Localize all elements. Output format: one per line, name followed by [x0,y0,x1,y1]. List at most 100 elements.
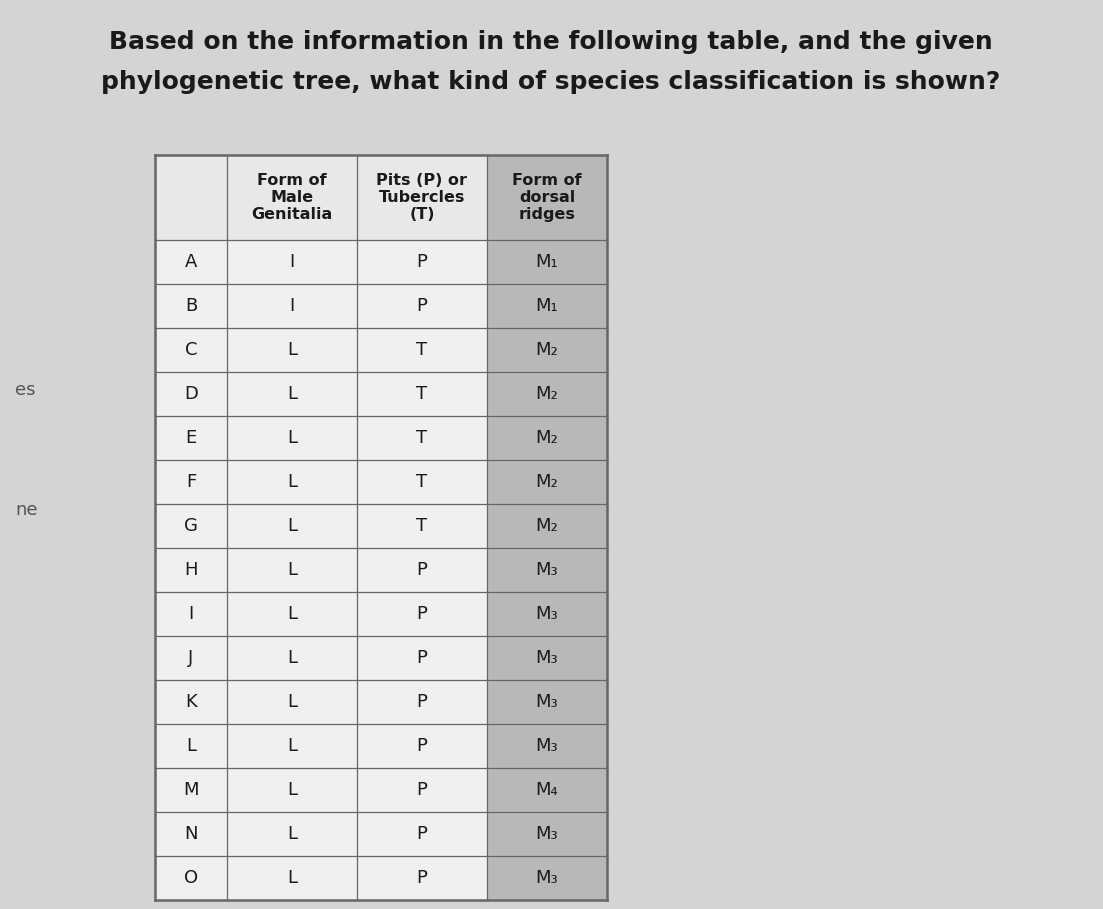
Bar [488,812,607,856]
Text: M₃: M₃ [536,605,558,623]
Text: ne: ne [15,501,38,519]
Bar [156,768,227,812]
Text: P: P [417,737,428,755]
Text: M₁: M₁ [536,297,558,315]
Bar [488,460,607,504]
Text: M₂: M₂ [536,385,558,403]
Text: P: P [417,693,428,711]
Text: P: P [417,297,428,315]
Text: L: L [287,561,297,579]
Bar [156,724,227,768]
Bar [227,724,357,768]
Bar [488,856,607,900]
Text: phylogenetic tree, what kind of species classification is shown?: phylogenetic tree, what kind of species … [101,70,1000,94]
Text: H: H [184,561,197,579]
Text: M₂: M₂ [536,429,558,447]
Text: C: C [184,341,197,359]
Text: L: L [287,385,297,403]
Bar [227,284,357,328]
Text: T: T [417,517,428,535]
Bar [227,768,357,812]
Bar [227,636,357,680]
Bar [357,768,488,812]
Text: L: L [287,825,297,843]
Bar [488,724,607,768]
Text: P: P [417,561,428,579]
Bar [156,504,227,548]
Bar [156,155,227,240]
Bar [488,416,607,460]
Bar [488,372,607,416]
Text: M₂: M₂ [536,473,558,491]
Bar [156,548,227,592]
Text: Based on the information in the following table, and the given: Based on the information in the followin… [109,30,993,54]
Text: T: T [417,341,428,359]
Bar [488,240,607,284]
Bar [357,240,488,284]
Text: K: K [185,693,196,711]
Bar [227,812,357,856]
Text: M₁: M₁ [536,253,558,271]
Text: T: T [417,385,428,403]
Text: L: L [287,517,297,535]
Bar [227,856,357,900]
Text: L: L [287,693,297,711]
Bar [357,372,488,416]
Bar [156,284,227,328]
Text: Form of
dorsal
ridges: Form of dorsal ridges [512,173,581,223]
Bar [156,328,227,372]
Text: T: T [417,429,428,447]
Text: M₃: M₃ [536,693,558,711]
Bar [488,592,607,636]
Text: M₃: M₃ [536,737,558,755]
Text: L: L [287,473,297,491]
Text: L: L [287,737,297,755]
Text: L: L [287,649,297,667]
Text: L: L [186,737,196,755]
Bar [357,328,488,372]
Bar [156,856,227,900]
Bar [227,680,357,724]
Text: P: P [417,781,428,799]
Text: I: I [189,605,194,623]
Bar [488,636,607,680]
Bar [227,548,357,592]
Bar [227,592,357,636]
Bar [488,328,607,372]
Bar [156,812,227,856]
Bar [357,592,488,636]
Text: O: O [184,869,199,887]
Text: P: P [417,869,428,887]
Text: M₂: M₂ [536,341,558,359]
Bar [227,460,357,504]
Bar [357,416,488,460]
Bar [488,504,607,548]
Text: M₃: M₃ [536,561,558,579]
Bar [357,155,488,240]
Text: es: es [15,381,35,399]
Text: P: P [417,253,428,271]
Bar [227,504,357,548]
Bar [357,504,488,548]
Bar [156,636,227,680]
Bar [357,856,488,900]
Bar [227,155,357,240]
Bar [227,416,357,460]
Text: N: N [184,825,197,843]
Text: B: B [185,297,197,315]
Bar [488,284,607,328]
Text: M₃: M₃ [536,649,558,667]
Bar [357,284,488,328]
Bar [357,680,488,724]
Bar [156,372,227,416]
Bar [488,768,607,812]
Text: P: P [417,649,428,667]
Text: D: D [184,385,197,403]
Bar [156,240,227,284]
Text: M: M [183,781,199,799]
Bar [156,680,227,724]
Text: Pits (P) or
Tubercles
(T): Pits (P) or Tubercles (T) [376,173,468,223]
Bar [488,155,607,240]
Text: P: P [417,825,428,843]
Bar [227,372,357,416]
